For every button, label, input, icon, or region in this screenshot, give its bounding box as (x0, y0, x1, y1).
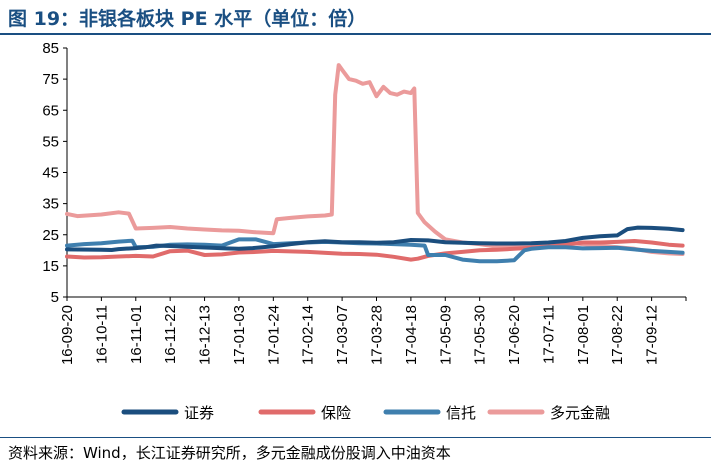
x-tick-label: 17-04-18 (403, 305, 420, 365)
y-axis: 5 15 25 35 45 55 65 75 85 (42, 40, 68, 306)
x-tick-label: 16-11-01 (128, 305, 145, 364)
x-tick-label: 16-09-20 (59, 305, 76, 365)
x-tick-label: 17-01-03 (231, 305, 248, 365)
legend-label-4: 多元金融 (550, 404, 610, 422)
x-tick-label: 16-11-22 (162, 305, 179, 364)
x-tick-label: 17-06-20 (506, 305, 523, 365)
series-line-1 (65, 225, 685, 252)
legend-label-3: 信托 (446, 404, 476, 422)
y-tick-label: 5 (51, 289, 59, 306)
x-tick-label: 17-01-24 (265, 305, 282, 365)
bottom-rule (0, 437, 711, 438)
series-line-4 (65, 63, 685, 256)
y-tick-label: 75 (42, 71, 59, 88)
legend-label-2: 保险 (321, 404, 351, 422)
figure-title: 图 19：非银各板块 PE 水平（单位：倍） (8, 8, 367, 30)
title-rule (0, 33, 711, 35)
y-tick-label: 65 (42, 102, 59, 119)
x-tick-label: 17-03-28 (369, 305, 386, 365)
x-tick-label: 17-03-07 (334, 305, 351, 365)
source-note: 资料来源：Wind，长江证券研究所，多元金融成份股调入中油资本 (8, 444, 451, 462)
series-line-2 (65, 239, 685, 262)
y-tick-label: 25 (42, 227, 59, 244)
y-tick-label: 35 (42, 196, 59, 213)
x-tick-label: 17-05-30 (472, 305, 489, 365)
x-tick-label: 17-09-12 (644, 305, 661, 365)
x-tick-label: 16-12-13 (197, 305, 214, 365)
y-tick-label: 85 (42, 40, 59, 57)
y-tick-label: 55 (42, 133, 59, 150)
legend-label-1: 证券 (184, 404, 214, 422)
x-tick-label: 17-05-09 (437, 305, 454, 365)
x-axis: 16-09-20 16-10-11 16-11-01 16-11-22 16-12-13… (59, 296, 687, 365)
y-tick-label: 45 (42, 165, 59, 182)
series-layer (65, 63, 685, 264)
x-tick-label: 17-02-14 (300, 305, 317, 365)
x-tick-label: 17-07-11 (540, 305, 557, 364)
legend: 证券 保险 信托 多元金融 (121, 404, 610, 422)
x-tick-label: 16-10-11 (93, 305, 110, 364)
x-tick-label: 17-08-22 (609, 305, 626, 365)
y-tick-label: 15 (42, 258, 59, 275)
x-tick-label: 17-08-01 (575, 305, 592, 365)
